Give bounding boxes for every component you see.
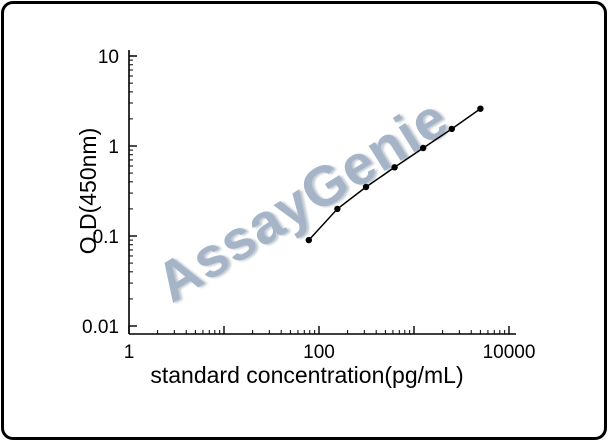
x-axis-title: standard concentration(pg/mL) <box>150 362 464 388</box>
data-point-marker <box>334 205 341 213</box>
x-tick-label: 100 <box>303 342 335 363</box>
y-tick-label: 0.01 <box>82 317 119 338</box>
data-point-marker <box>391 164 398 171</box>
x-tick-label: 1 <box>124 342 135 363</box>
x-tick-label: 10000 <box>483 342 536 363</box>
data-point-marker <box>477 105 484 112</box>
y-tick-label: 0.1 <box>93 227 119 248</box>
standard-curve-chart: 1 100 10000 10 1 0.1 0.01 <box>82 47 536 363</box>
data-point-marker <box>362 183 370 191</box>
y-tick-label: 10 <box>98 47 119 68</box>
data-point-marker <box>448 125 455 133</box>
y-tick-label: 1 <box>108 137 119 158</box>
y-axis-title: O.D(450nm) <box>75 127 101 255</box>
data-point-marker <box>420 144 427 152</box>
data-point-marker <box>305 236 312 244</box>
